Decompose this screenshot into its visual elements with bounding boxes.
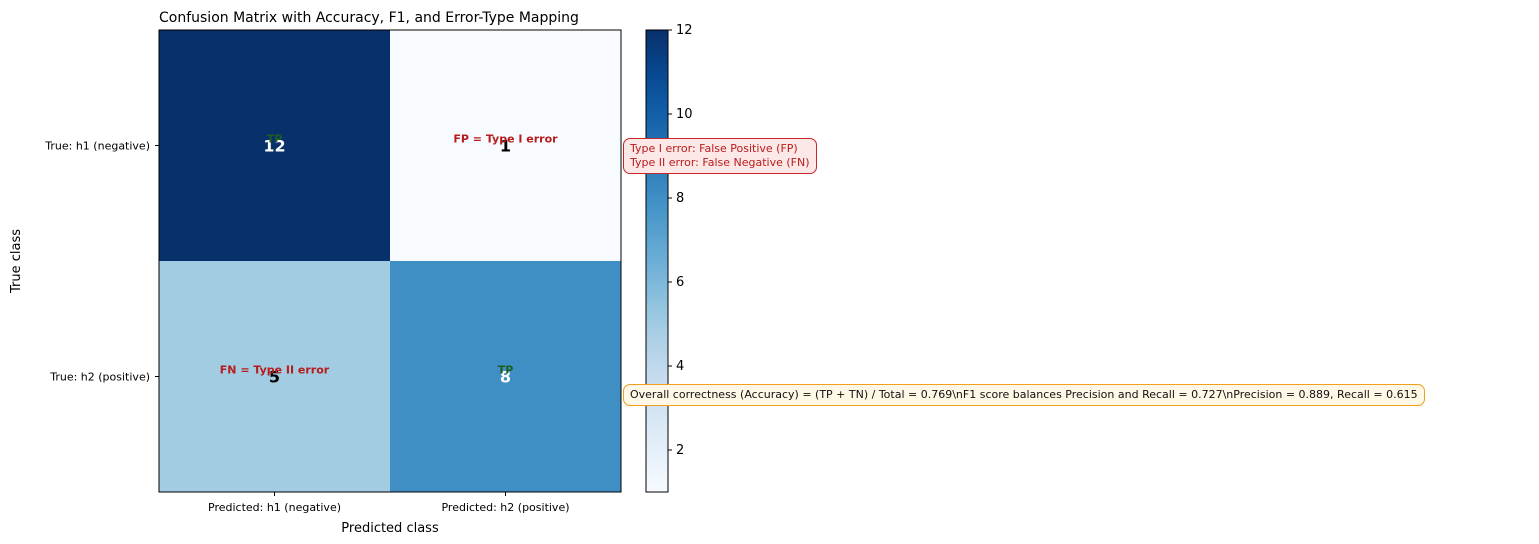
colorbar-tick-label-0: 2: [676, 443, 684, 458]
colorbar: [645, 29, 669, 493]
type-ii-error-note: Type II error: False Negative (FN): [630, 156, 810, 169]
chart-title: Confusion Matrix with Accuracy, F1, and …: [159, 10, 579, 26]
cell-label-r1-c0: FN = Type II error: [220, 364, 330, 377]
error-type-legend-box: Type I error: False Positive (FP) Type I…: [623, 138, 817, 174]
colorbar-tick-label-3: 8: [676, 191, 684, 206]
type-i-error-note: Type I error: False Positive (FP): [630, 142, 798, 155]
cell-label-r0-c0: TP: [267, 133, 283, 146]
x-axis-label: Predicted class: [341, 521, 439, 536]
heatmap-cell-r0-c0: [159, 30, 390, 261]
heatmap-cell-r0-c1: [390, 30, 621, 261]
colorbar-tick-label-5: 12: [676, 23, 693, 38]
colorbar-tick-label-2: 6: [676, 275, 684, 290]
heatmap-cell-r1-c1: [390, 261, 621, 492]
heatmap-cell-r1-c0: [159, 261, 390, 492]
cell-value-r1-c1: 8: [500, 368, 511, 387]
cell-value-r1-c0: 5: [269, 368, 280, 387]
y-tick-label-0: True: h1 (negative): [44, 140, 150, 153]
cell-value-r0-c0: 12: [263, 137, 285, 156]
colorbar-tick-label-4: 10: [676, 107, 693, 122]
x-tick-label-1: Predicted: h2 (positive): [441, 501, 569, 514]
metrics-summary-box: Overall correctness (Accuracy) = (TP + T…: [623, 384, 1425, 406]
x-tick-label-0: Predicted: h1 (negative): [208, 501, 341, 514]
plot-frame: [158, 29, 622, 493]
y-tick-label-1: True: h2 (positive): [49, 371, 150, 384]
colorbar-tick-label-1: 4: [676, 359, 684, 374]
y-axis-label: True class: [9, 229, 24, 294]
cell-value-r0-c1: 1: [500, 137, 511, 156]
cell-label-r0-c1: FP = Type I error: [453, 133, 558, 146]
cell-label-r1-c1: TP: [498, 364, 514, 377]
